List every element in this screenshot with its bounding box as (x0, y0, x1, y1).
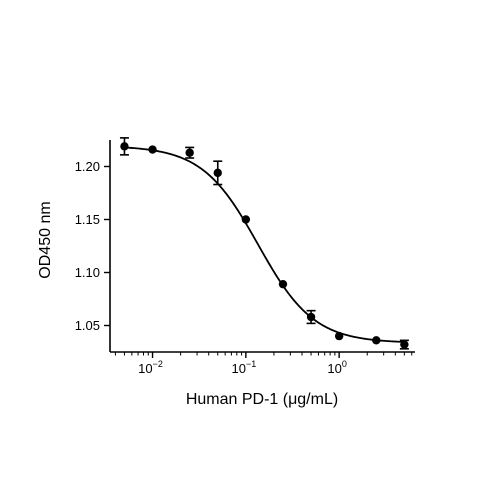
x-tick-label: 10−1 (231, 359, 256, 376)
data-point (334, 331, 344, 341)
data-point (148, 145, 157, 154)
x-tick-label: 10−2 (138, 359, 163, 376)
data-point (400, 340, 409, 349)
data-point (213, 168, 222, 178)
data-point (120, 142, 129, 151)
data-point (278, 279, 288, 289)
data-point (241, 215, 251, 224)
x-tick-label: 100 (327, 359, 346, 376)
y-tick-label: 1.20 (75, 159, 100, 174)
data-point (372, 336, 381, 345)
fit-curve (124, 146, 405, 343)
data-point (185, 148, 194, 157)
y-tick-label: 1.10 (75, 265, 100, 280)
y-tick-label: 1.15 (75, 212, 100, 227)
data-point (306, 312, 316, 322)
plot-area: 1.05 1.10 1.15 1.20 10−2 10−1 100 (75, 137, 415, 376)
y-tick-label: 1.05 (75, 318, 100, 333)
x-axis-title: Human PD-1 (μg/mL) (186, 391, 338, 408)
y-axis-title: OD450 nm (37, 201, 54, 278)
